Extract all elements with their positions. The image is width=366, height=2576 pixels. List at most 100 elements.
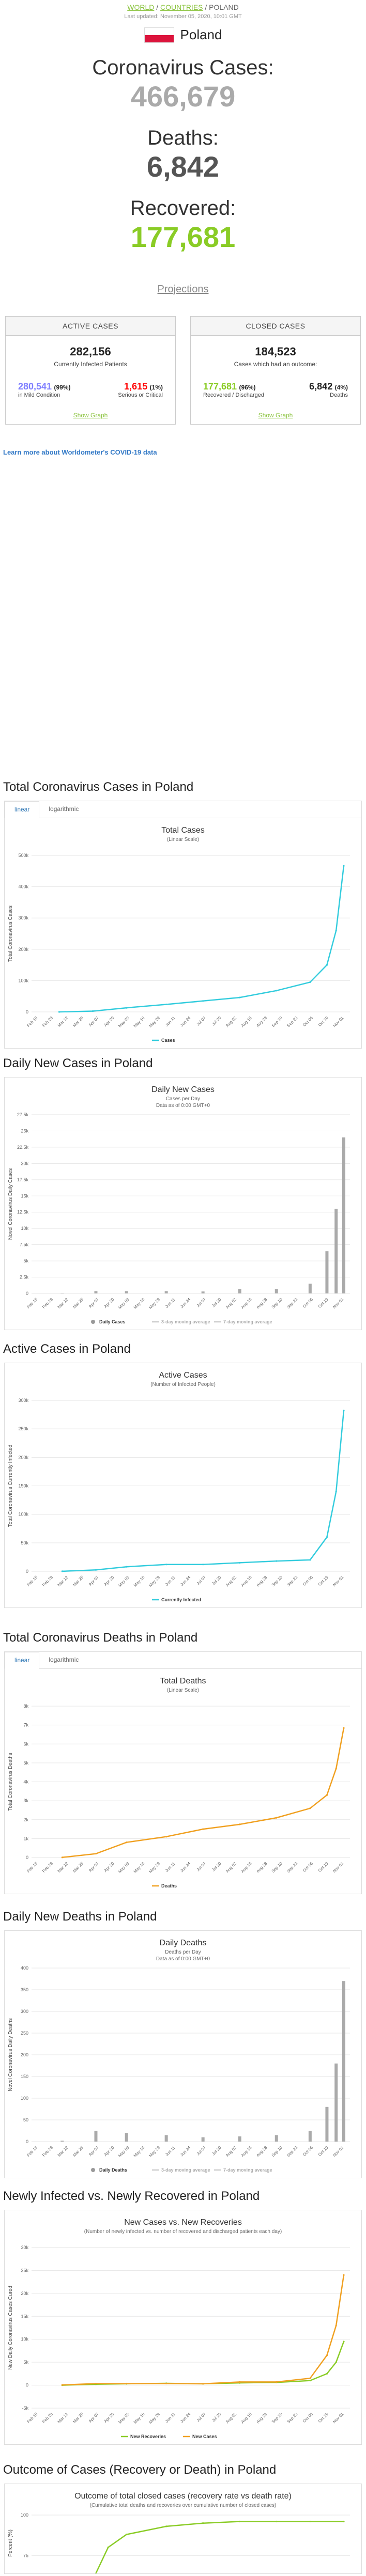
y-axis-label: Percent (%) xyxy=(8,2530,13,2557)
section-title: Active Cases in Poland xyxy=(3,1342,131,1356)
y-tick-label: 3k xyxy=(23,1798,28,1803)
chart-box: Daily New Cases Cases per Day Data as of 0… xyxy=(4,1077,362,1330)
y-tick-label: 0 xyxy=(26,2383,28,2388)
y-tick-label: 500k xyxy=(18,853,28,858)
legend-label[interactable]: 7-day moving average xyxy=(223,1319,272,1324)
bar xyxy=(238,1289,241,1293)
tab-linear[interactable]: linear xyxy=(5,1652,40,1669)
x-tick-label: Sep 10 xyxy=(271,1575,284,1588)
chart-section: Daily New Cases in Poland xyxy=(0,1056,366,1071)
learn-more-link[interactable]: Learn more about Worldometer's COVID-19 … xyxy=(3,448,157,456)
series-line xyxy=(62,1410,345,1572)
legend-label[interactable]: Deaths xyxy=(161,1883,177,1888)
data-point xyxy=(202,1564,204,1566)
data-point xyxy=(335,1490,337,1493)
data-point xyxy=(326,2372,328,2375)
active-cases-breakdown: 280,541 (99%) in Mild Condition 1,615 (1… xyxy=(6,381,175,398)
data-point xyxy=(239,2520,241,2523)
legend-label[interactable]: Daily Deaths xyxy=(99,2167,127,2173)
chart-subtitle: Cases per Day xyxy=(166,1096,200,1102)
closed-cases-breakdown: 177,681 (96%) Recovered / Discharged 6,8… xyxy=(191,381,360,398)
legend-label[interactable]: New Recoveries xyxy=(130,2434,166,2439)
y-tick-label: 10k xyxy=(21,1226,28,1231)
data-point xyxy=(309,1559,311,1561)
x-tick-label: May 16 xyxy=(133,1016,146,1028)
projections-link[interactable]: Projections xyxy=(157,284,209,295)
data-point xyxy=(276,1560,278,1562)
legend-label[interactable]: Cases xyxy=(161,1038,175,1043)
breadcrumb: WORLD / COUNTRIES / POLAND xyxy=(127,3,239,11)
active-show-graph-link[interactable]: Show Graph xyxy=(73,412,108,419)
x-tick-label: Mar 25 xyxy=(72,1297,84,1309)
counter-title: Coronavirus Cases: xyxy=(92,56,274,79)
bar xyxy=(164,1291,168,1293)
data-point xyxy=(165,2382,167,2385)
x-tick-label: May 16 xyxy=(133,2412,146,2425)
legend-marker[interactable] xyxy=(91,2168,95,2172)
x-tick-label: Apr 07 xyxy=(88,1016,100,1027)
x-tick-label: Jun 11 xyxy=(164,2412,176,2424)
x-tick-label: Aug 02 xyxy=(225,2412,238,2425)
x-tick-label: Jul 07 xyxy=(196,2412,207,2423)
chart-subtitle-2: Data as of 0:00 GMT+0 xyxy=(156,1103,210,1109)
x-tick-label: Jun 11 xyxy=(164,2145,176,2157)
legend-label[interactable]: 7-day moving average xyxy=(223,2167,272,2173)
x-tick-label: Feb 15 xyxy=(26,1861,38,1874)
deaths-block: 6,842 (4%) Deaths xyxy=(309,381,348,398)
x-tick-label: May 03 xyxy=(117,1575,130,1588)
y-tick-label: 2k xyxy=(23,1817,28,1822)
y-tick-label: 1k xyxy=(23,1836,28,1841)
tab-linear[interactable]: linear xyxy=(5,801,40,818)
breadcrumb-countries-link[interactable]: COUNTRIES xyxy=(160,3,203,11)
x-tick-label: Aug 15 xyxy=(240,2412,253,2425)
x-tick-label: Sep 23 xyxy=(286,2145,299,2158)
x-tick-label: Feb 15 xyxy=(26,1575,38,1587)
data-point xyxy=(276,1817,278,1819)
y-axis-label: New Daily Coronavirus Cases Cured xyxy=(8,2286,13,2370)
counter-title: Deaths: xyxy=(147,127,219,149)
x-tick-label: Oct 06 xyxy=(302,1297,314,1309)
breadcrumb-world-link[interactable]: WORLD xyxy=(127,3,155,11)
tab-logarithmic[interactable]: logarithmic xyxy=(49,1656,79,1663)
y-tick-label: 100k xyxy=(18,978,28,983)
legend-label[interactable]: 3-day moving average xyxy=(161,2167,210,2173)
legend-label[interactable]: Currently Infected xyxy=(161,1597,201,1602)
breadcrumb-country: POLAND xyxy=(209,3,239,11)
bar xyxy=(308,1284,312,1293)
y-tick-label: 10k xyxy=(21,2337,28,2342)
legend-label[interactable]: 3-day moving average xyxy=(161,1319,210,1324)
chart-subtitle-2: Data as of 0:00 GMT+0 xyxy=(156,1956,210,1962)
closed-show-graph-link[interactable]: Show Graph xyxy=(258,412,293,419)
data-point xyxy=(309,1807,311,1809)
x-tick-label: Apr 20 xyxy=(103,1297,115,1309)
y-tick-label: 5k xyxy=(23,1258,28,1263)
y-tick-label: 15k xyxy=(21,2314,28,2319)
x-tick-label: May 16 xyxy=(133,1575,146,1588)
data-point xyxy=(343,2274,345,2276)
data-point xyxy=(309,981,311,983)
data-point xyxy=(343,865,345,867)
legend-label[interactable]: New Cases xyxy=(192,2434,217,2439)
x-tick-label: Aug 02 xyxy=(225,1016,238,1028)
chart-box: Daily Deaths Deaths per Day Data as of 0:0… xyxy=(4,1930,362,2178)
data-point xyxy=(239,1823,241,1825)
chart-svg: Total Cases (Linear Scale) 0 100k 200k 300k 40… xyxy=(8,826,350,1043)
x-tick-label: May 16 xyxy=(133,1297,146,1310)
bar xyxy=(164,2135,168,2142)
tab-logarithmic[interactable]: logarithmic xyxy=(49,805,79,813)
y-tick-label: 15k xyxy=(21,1193,28,1198)
series-line xyxy=(62,1728,345,1859)
y-tick-label: 7k xyxy=(23,1723,28,1728)
legend-label[interactable]: Daily Cases xyxy=(99,1319,126,1324)
bar xyxy=(342,1137,345,1293)
chart-title: Outcome of total closed cases (recovery … xyxy=(74,2492,292,2501)
y-tick-label: 5k xyxy=(23,2360,28,2365)
legend-marker[interactable] xyxy=(91,1320,95,1324)
data-point xyxy=(107,2547,109,2549)
data-point xyxy=(239,2381,241,2383)
x-tick-label: Jul 20 xyxy=(211,1575,222,1586)
deaths-count: 6,842 xyxy=(309,381,333,392)
y-tick-label: 27.5k xyxy=(17,1112,29,1117)
x-tick-label: Aug 02 xyxy=(225,2145,238,2158)
